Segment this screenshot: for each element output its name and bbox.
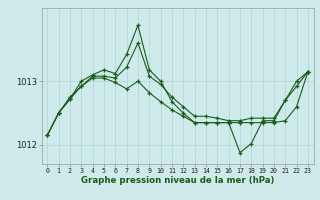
X-axis label: Graphe pression niveau de la mer (hPa): Graphe pression niveau de la mer (hPa) [81, 176, 274, 185]
